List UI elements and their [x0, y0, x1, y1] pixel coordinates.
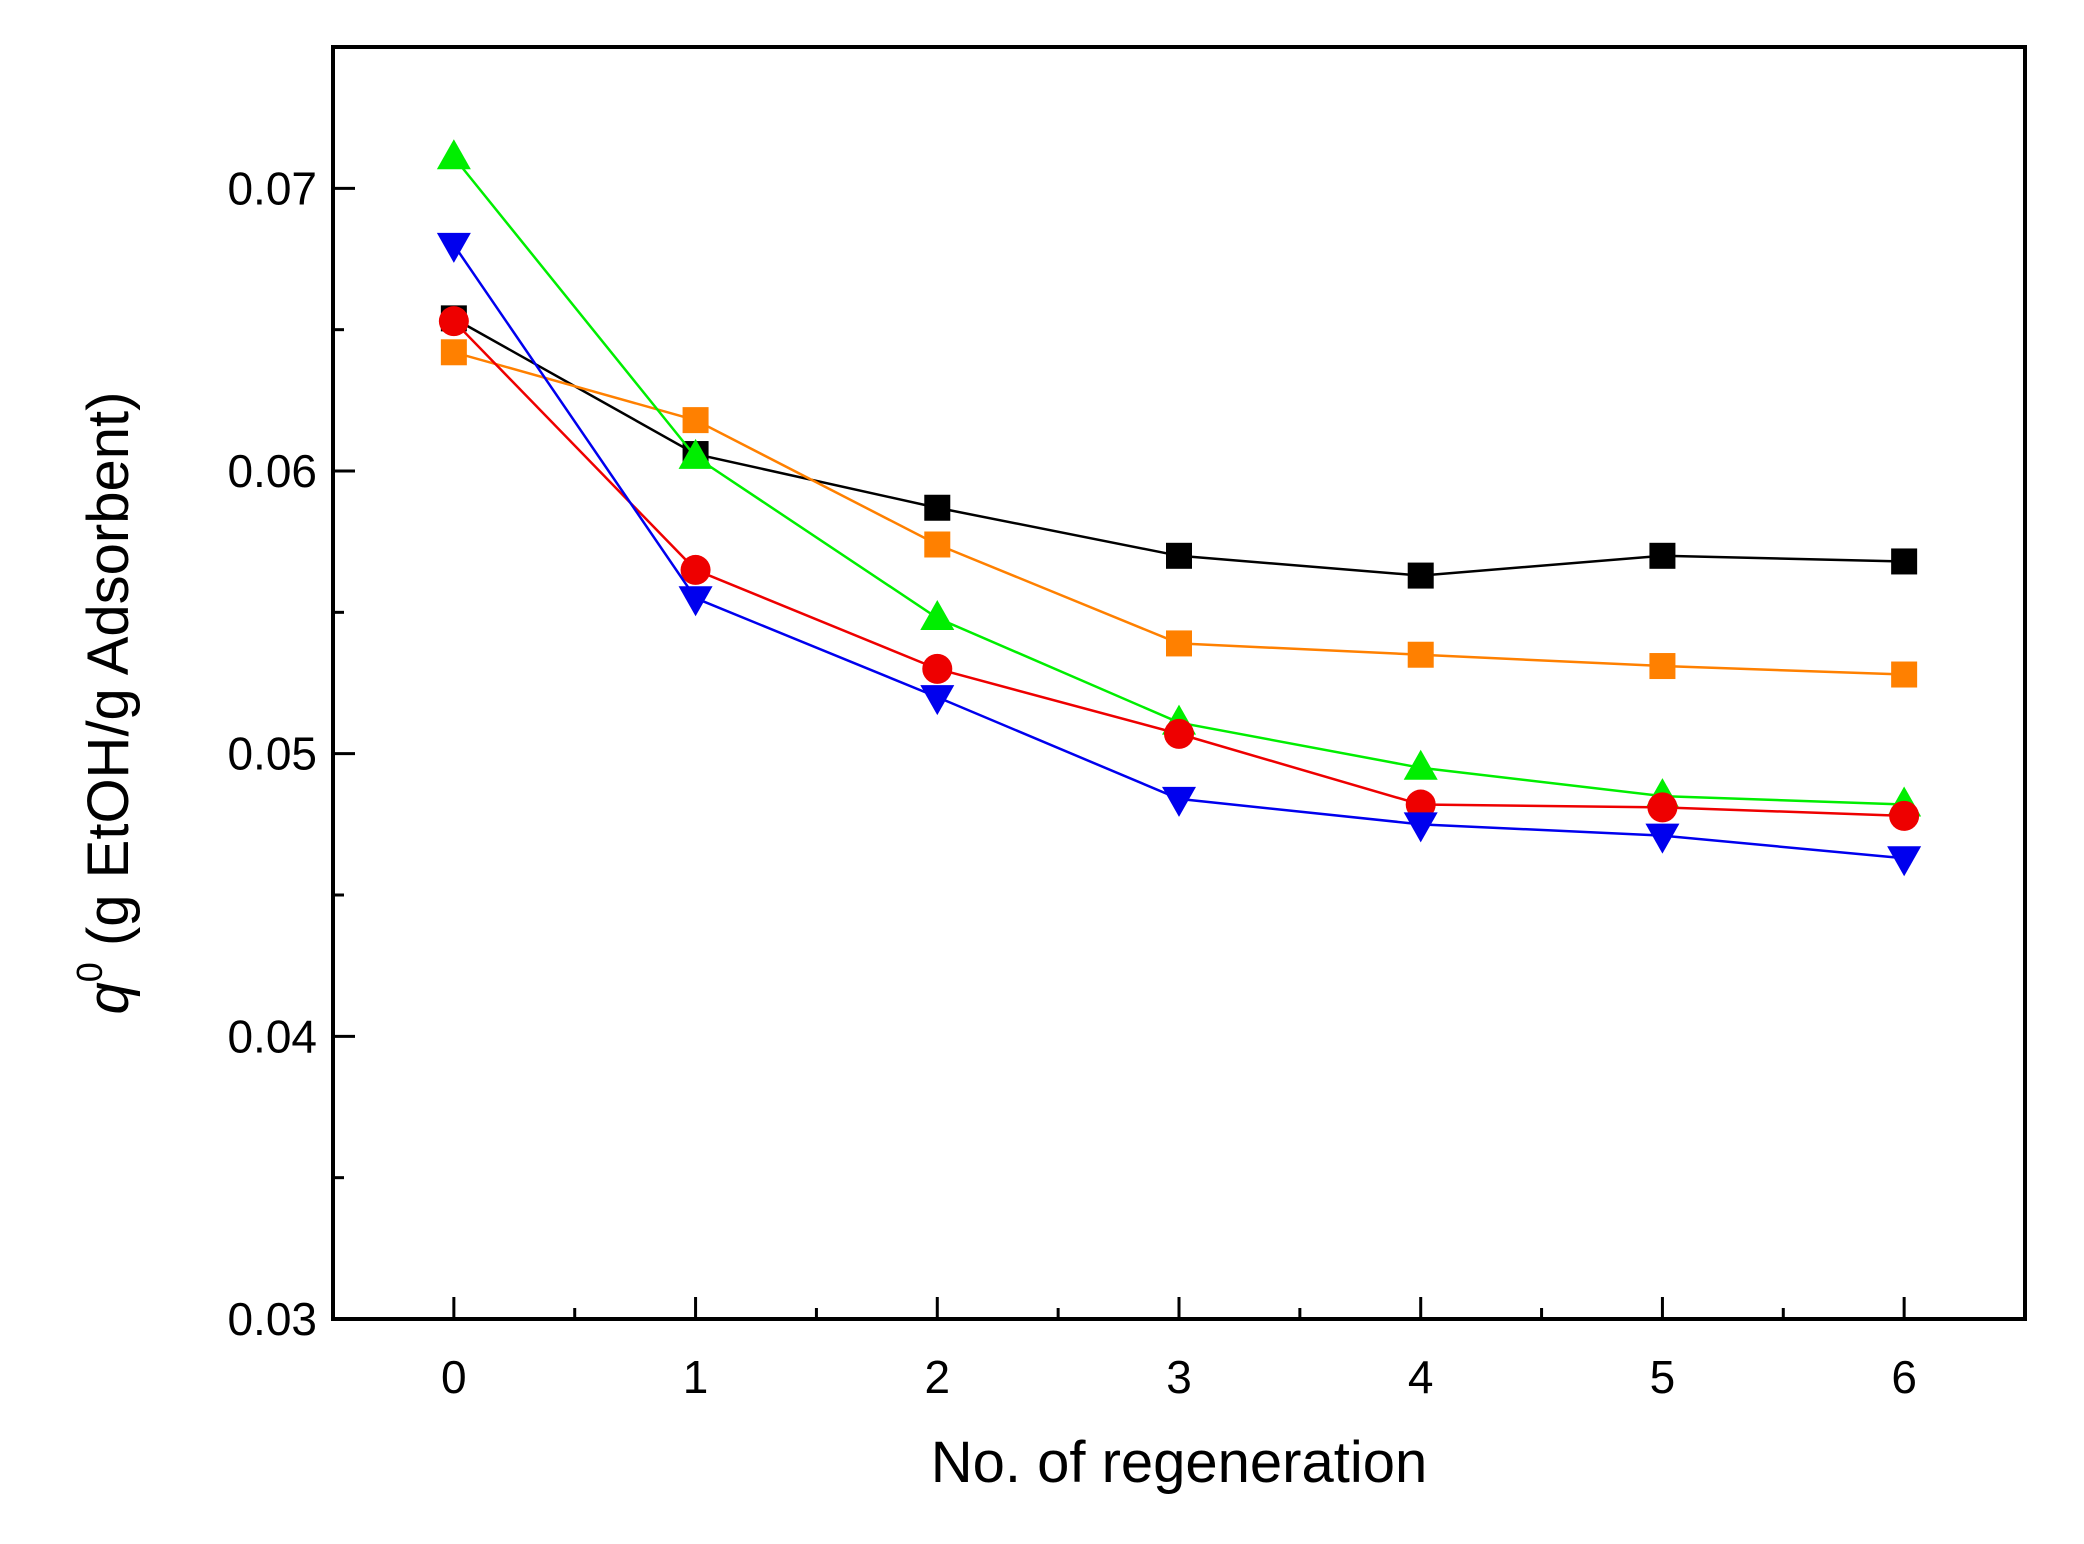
data-point: [680, 554, 711, 585]
data-point: [920, 599, 955, 630]
y-axis-title-rest: (g EtOH/g Adsorbent): [76, 392, 141, 963]
data-point: [1166, 542, 1192, 569]
series-orange-square: [440, 339, 1918, 688]
data-point: [1887, 846, 1922, 877]
series-black-square: [440, 305, 1918, 589]
data-point: [1164, 718, 1194, 749]
series-green-triangle: [436, 139, 1922, 817]
data-point: [1891, 548, 1918, 575]
series-red-circle: [438, 306, 1920, 831]
data-point: [1407, 641, 1434, 668]
axes: 0 1 2 3 4 5 6 0.03 0.04 0.05 0.06 0.07: [227, 45, 2027, 1403]
data-point: [922, 653, 953, 684]
x-tick-label: 3: [1166, 1351, 1192, 1403]
data-point: [438, 306, 469, 337]
x-tick-label: 1: [683, 1351, 709, 1403]
data-point: [436, 139, 471, 170]
y-axis-title: q0 (g EtOH/g Adsorbent): [69, 392, 141, 1015]
data-point: [1166, 630, 1192, 657]
y-axis-symbol: q: [76, 982, 141, 1014]
data-point: [924, 531, 951, 558]
data-point: [1889, 800, 1920, 831]
data-point: [1891, 661, 1918, 688]
data-point: [920, 685, 955, 716]
data-point: [1647, 792, 1678, 823]
data-point: [1405, 789, 1436, 820]
labels: No. of regeneration q0 (g EtOH/g Adsorbe…: [69, 392, 1427, 1495]
data-point: [1407, 562, 1434, 589]
data-point: [1403, 749, 1438, 780]
x-tick-label: 2: [924, 1351, 950, 1403]
x-tick-label: 0: [441, 1351, 467, 1403]
y-tick-label: 0.05: [227, 728, 317, 780]
x-tick-label: 5: [1650, 1351, 1676, 1403]
data-point: [1649, 542, 1676, 569]
x-tick-label: 4: [1408, 1351, 1434, 1403]
y-tick-label: 0.03: [227, 1293, 317, 1345]
data-point: [682, 407, 709, 434]
data-point: [1403, 812, 1438, 843]
data-point: [440, 339, 467, 366]
data-point: [1162, 786, 1196, 817]
x-tick-label: 6: [1891, 1351, 1917, 1403]
series-blue-triangle: [436, 232, 1922, 877]
data-point: [1645, 823, 1680, 854]
data-point: [1649, 653, 1676, 680]
data-point: [924, 494, 951, 521]
y-tick-label: 0.06: [227, 445, 317, 497]
series-line: [453, 351, 1905, 676]
plot-frame: [331, 45, 2027, 1321]
series-line: [453, 317, 1905, 577]
series-layer: [436, 139, 1922, 877]
x-axis-title: No. of regeneration: [931, 1430, 1428, 1495]
y-tick-label: 0.07: [227, 162, 317, 214]
data-point: [678, 438, 713, 469]
y-tick-label: 0.04: [227, 1010, 317, 1062]
y-axis-superscript: 0: [69, 962, 110, 982]
data-point: [678, 586, 713, 617]
data-point: [436, 232, 471, 263]
